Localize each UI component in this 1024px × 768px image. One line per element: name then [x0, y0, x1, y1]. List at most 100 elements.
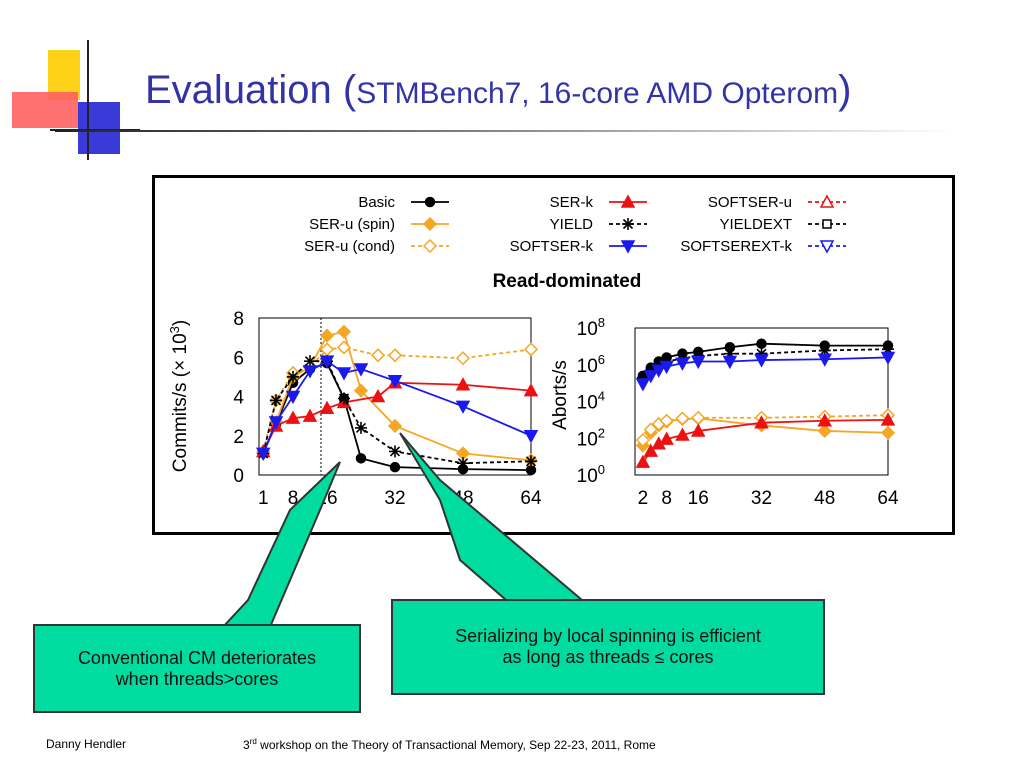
aborts-point: [817, 413, 833, 427]
aborts-point: [643, 370, 659, 384]
legend-label: SER-u (spin): [309, 216, 395, 233]
commits-point: [285, 390, 301, 405]
aborts-point: [659, 413, 674, 428]
chart-figure: Basic SER-u (spin) SER-u (cond) SER-k YIELD S…: [167, 194, 899, 509]
legend-label: SER-k: [550, 194, 594, 211]
legend-label: SOFTSEREXT-k: [680, 238, 792, 255]
commits-point: [455, 351, 471, 366]
footer-event-rest: workshop on the Theory of Transactional …: [256, 738, 656, 752]
commits-point: [525, 455, 537, 468]
footer-event-prefix: 3: [243, 738, 250, 752]
aborts-point: [691, 410, 706, 425]
logo-blue-square: [78, 102, 120, 154]
aborts-point: [659, 360, 674, 375]
aborts-y-label: Aborts/s: [550, 360, 571, 430]
commits-x-tick: 16: [316, 488, 337, 509]
commits-y-tick: 0: [233, 466, 244, 487]
aborts-point: [880, 412, 896, 426]
commits-x-tick: 64: [520, 488, 542, 509]
commits-point: [285, 410, 301, 424]
left-callout: Conventional CM deteriorates when thread…: [33, 624, 361, 713]
slide-title: Evaluation (STMBench7, 16-core AMD Opter…: [145, 68, 851, 113]
legend-marker: [622, 218, 634, 230]
aborts-point: [690, 423, 706, 437]
commits-series-line: [262, 346, 532, 452]
chart-legend: Basic SER-u (spin) SER-u (cond) SER-k YIELD S…: [304, 194, 846, 255]
commits-y-tick: 6: [233, 348, 244, 369]
legend-marker: [819, 194, 835, 208]
aborts-x-tick: 2: [638, 488, 649, 509]
legend-label: YIELDEXT: [719, 216, 792, 233]
slide-logo-decoration: [0, 30, 150, 170]
commits-series-line: [262, 360, 532, 454]
aborts-point: [880, 351, 896, 366]
legend-marker: [422, 238, 438, 254]
legend-marker: [822, 219, 832, 229]
commits-x-tick: 48: [452, 488, 473, 509]
commits-point: [302, 408, 318, 422]
aborts-y-tick: 100: [577, 462, 605, 487]
aborts-ticks: 100 102 104 106 108 2 8 16 32 48 64: [577, 315, 899, 509]
commits-point: [319, 400, 335, 415]
aborts-point: [880, 425, 896, 440]
commits-point: [268, 416, 284, 430]
legend-marker: [620, 240, 636, 254]
aborts-point: [817, 423, 832, 438]
aborts-point: [675, 411, 690, 426]
commits-plot-frame: [258, 317, 532, 476]
aborts-point: [635, 454, 651, 468]
aborts-point: [722, 355, 738, 370]
aborts-point: [635, 432, 650, 448]
commits-y-label-exp: 3: [167, 326, 182, 333]
commits-y-tick: 4: [233, 388, 244, 409]
aborts-point: [675, 357, 690, 371]
aborts-point: [643, 422, 658, 437]
aborts-y-tick: 108: [577, 315, 605, 340]
commits-point: [302, 365, 318, 379]
aborts-x-tick: 32: [751, 488, 772, 509]
legend-label: YIELD: [550, 216, 594, 233]
footer-event: 3rd workshop on the Theory of Transactio…: [243, 737, 656, 752]
commits-point: [336, 340, 352, 355]
commits-point: [523, 342, 539, 357]
commits-y-tick: 8: [233, 309, 244, 330]
commits-point: [523, 430, 539, 444]
aborts-y-tick: 104: [577, 389, 605, 414]
legend-marker: [819, 240, 835, 254]
commits-point: [457, 457, 469, 470]
aborts-point: [818, 344, 831, 357]
aborts-x-tick: 48: [814, 488, 835, 509]
commits-point: [389, 445, 401, 458]
logo-squares-graphic: [12, 40, 140, 160]
logo-yellow-square: [48, 50, 80, 100]
aborts-series: [635, 338, 896, 468]
commits-point: [319, 328, 335, 343]
aborts-point: [756, 338, 767, 349]
aborts-point: [675, 427, 690, 441]
commits-y-label-main: Commits/s (× 10: [170, 333, 191, 472]
commits-point: [304, 355, 316, 368]
commits-point: [319, 355, 335, 369]
commits-point: [455, 400, 471, 414]
commits-point: [387, 418, 403, 433]
aborts-x-tick: 16: [688, 488, 709, 509]
figure-box: Basic SER-u (spin) SER-u (cond) SER-k YIELD S…: [152, 175, 955, 535]
commits-point: [353, 363, 369, 377]
legend-marker: [620, 194, 636, 208]
commits-x-tick: 8: [288, 488, 299, 509]
commits-point: [336, 367, 352, 381]
commits-point: [455, 377, 471, 391]
aborts-y-tick: 102: [577, 425, 605, 450]
aborts-x-tick: 64: [877, 488, 899, 509]
commits-point: [270, 394, 282, 407]
commits-y-tick: 2: [233, 427, 244, 448]
left-callout-line1: Conventional CM deteriorates: [77, 647, 317, 668]
commits-point: [389, 461, 401, 473]
commits-point: [370, 388, 386, 403]
aborts-point: [659, 431, 674, 445]
aborts-chart: Aborts/s 100 102 104 106 108 2 8 16 32 48 64: [550, 315, 899, 509]
logo-red-square: [12, 92, 78, 128]
commits-point: [370, 348, 386, 363]
legend-label: SOFTSER-u: [708, 194, 792, 211]
